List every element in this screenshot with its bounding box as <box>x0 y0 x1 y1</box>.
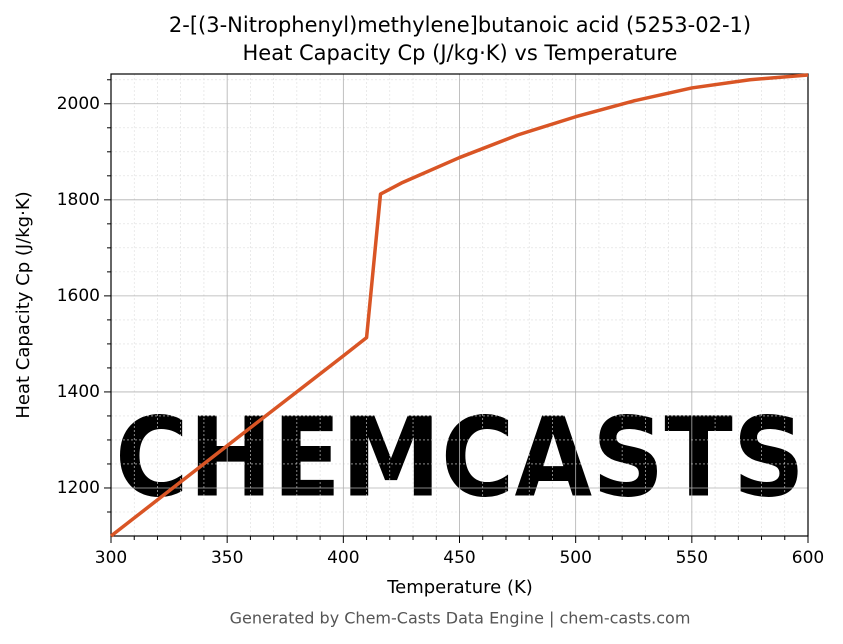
x-tick-label: 500 <box>559 548 591 568</box>
y-tick-label: 1200 <box>57 478 100 498</box>
x-tick-label: 450 <box>443 548 475 568</box>
data-line <box>109 73 809 538</box>
chart-title: 2-[(3-Nitrophenyl)methylene]butanoic aci… <box>169 13 751 37</box>
y-tick-label: 1400 <box>57 382 100 402</box>
y-tick-label: 1800 <box>57 190 100 210</box>
y-tick-label: 1600 <box>57 286 100 306</box>
x-tick-label: 300 <box>95 548 127 568</box>
y-tick-label: 2000 <box>57 94 100 114</box>
x-tick-label: 600 <box>792 548 824 568</box>
x-axis-label: Temperature (K) <box>386 577 533 598</box>
y-axis-label: Heat Capacity Cp (J/kg·K) <box>13 191 34 418</box>
plot-frame <box>110 73 809 537</box>
footer: Generated by Chem-Casts Data Engine | ch… <box>230 609 691 628</box>
chart-subtitle: Heat Capacity Cp (J/kg·K) vs Temperature <box>243 41 678 65</box>
x-tick-label: 550 <box>676 548 708 568</box>
x-tick-label: 400 <box>327 548 359 568</box>
x-tick-label: 350 <box>211 548 243 568</box>
watermark: CHEMCASTS <box>115 393 805 521</box>
